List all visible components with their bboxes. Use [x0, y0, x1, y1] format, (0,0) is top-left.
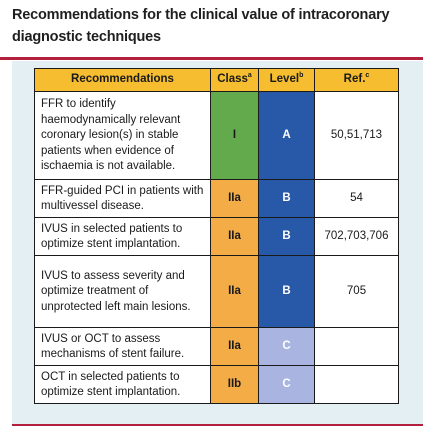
- table-header-row: Recommendations Classa Levelb Ref.c: [34, 68, 399, 92]
- page-title: Recommendations for the clinical value o…: [12, 7, 390, 45]
- ref-cell: 702,703,706: [314, 217, 399, 256]
- level-cell: C: [258, 327, 315, 366]
- header-level: Levelb: [258, 68, 315, 92]
- class-cell: I: [210, 91, 259, 180]
- level-cell: B: [258, 217, 315, 256]
- class-cell: IIa: [210, 217, 259, 256]
- table-row: IVUS in selected patients to optimize st…: [34, 217, 399, 256]
- top-divider: [0, 57, 423, 60]
- recommendations-table: Recommendations Classa Levelb Ref.c FFR …: [34, 68, 399, 404]
- header-ref: Ref.c: [314, 68, 399, 92]
- class-cell: IIa: [210, 179, 259, 218]
- level-footnote-marker: b: [299, 72, 304, 80]
- class-cell: IIb: [210, 365, 259, 404]
- header-recommendations: Recommendations: [34, 68, 211, 92]
- recommendation-text: OCT in selected patients to optimize ste…: [34, 365, 211, 404]
- ref-cell: 50,51,713: [314, 91, 399, 180]
- table-row: IVUS to assess severity and optimize tre…: [34, 255, 399, 328]
- header-class: Classa: [210, 68, 259, 92]
- level-cell: B: [258, 179, 315, 218]
- bottom-divider: [12, 424, 423, 426]
- recommendation-text: IVUS to assess severity and optimize tre…: [34, 255, 211, 328]
- recommendation-text: IVUS in selected patients to optimize st…: [34, 217, 211, 256]
- table-row: OCT in selected patients to optimize ste…: [34, 365, 399, 404]
- ref-cell: [314, 327, 399, 366]
- table-row: IVUS or OCT to assess mechanisms of sten…: [34, 327, 399, 366]
- class-cell: IIa: [210, 327, 259, 366]
- level-cell: B: [258, 255, 315, 328]
- class-cell: IIa: [210, 255, 259, 328]
- class-footnote-marker: a: [247, 72, 252, 80]
- ref-cell: 54: [314, 179, 399, 218]
- recommendation-text: FFR to identify haemodynamically relevan…: [34, 91, 211, 180]
- ref-cell: [314, 365, 399, 404]
- ref-footnote-marker: c: [365, 72, 370, 80]
- table-row: FFR to identify haemodynamically relevan…: [34, 91, 399, 180]
- ref-cell: 705: [314, 255, 399, 328]
- table-row: FFR-guided PCI in patients with multives…: [34, 179, 399, 218]
- recommendation-text: IVUS or OCT to assess mechanisms of sten…: [34, 327, 211, 366]
- level-cell: A: [258, 91, 315, 180]
- level-cell: C: [258, 365, 315, 404]
- recommendation-text: FFR-guided PCI in patients with multives…: [34, 179, 211, 218]
